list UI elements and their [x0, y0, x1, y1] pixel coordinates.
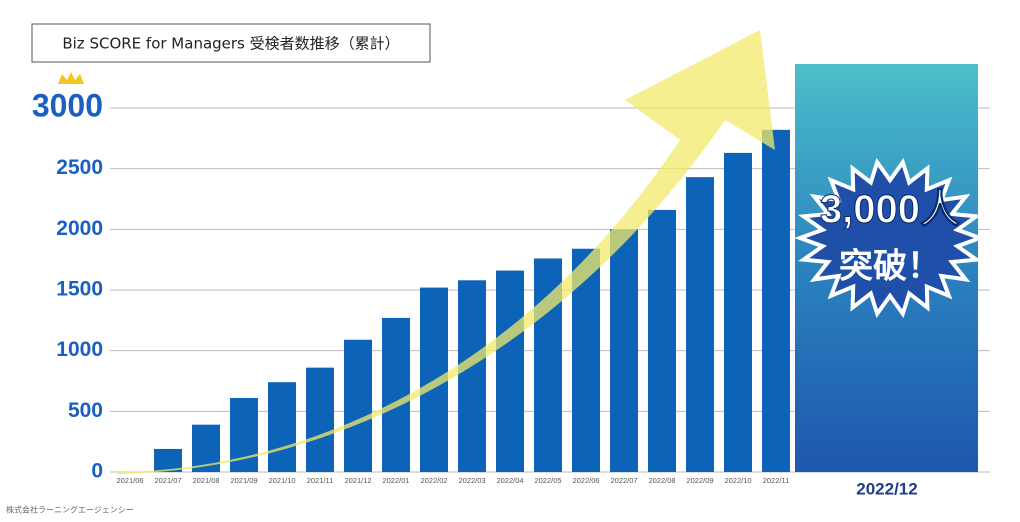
x-tick-label: 2022/05 [534, 476, 561, 485]
bar [458, 280, 486, 472]
footnote: 株式会社ラーニングエージェンシー [6, 505, 134, 515]
bar [762, 129, 790, 472]
y-tick-label: 0 [91, 460, 103, 483]
bar [306, 367, 334, 472]
bar [724, 152, 752, 473]
y-tick-label: 1000 [56, 338, 103, 361]
x-tick-label: 2022/09 [686, 476, 713, 485]
bar [382, 317, 410, 472]
bar [344, 339, 372, 472]
x-tick-label: 2022/04 [496, 476, 523, 485]
starburst [794, 157, 986, 319]
x-tick-label: 2022/12 [856, 479, 917, 498]
x-tick-label: 2021/08 [192, 476, 219, 485]
highlight-note: 突破！ [839, 247, 941, 287]
x-tick-label: 2022/03 [458, 476, 485, 485]
crown-icon [58, 72, 84, 84]
x-tick-label: 2022/07 [610, 476, 637, 485]
bar [686, 177, 714, 472]
bar [496, 270, 524, 472]
x-tick-label: 2021/10 [268, 476, 295, 485]
bar [610, 229, 638, 472]
y-tick-label: 3000 [32, 87, 103, 123]
bar [154, 448, 182, 472]
growth-arrow [118, 30, 775, 474]
highlight-label: 3,000人 [820, 188, 960, 232]
x-tick-label: 2021/07 [154, 476, 181, 485]
x-tick-label: 2022/02 [420, 476, 447, 485]
x-tick-label: 2022/11 [763, 476, 790, 485]
x-tick-label: 2022/06 [572, 476, 599, 485]
x-tick-label: 2022/08 [648, 476, 675, 485]
x-tick-label: 2022/10 [724, 476, 751, 485]
bar [268, 382, 296, 472]
x-tick-label: 2021/06 [116, 476, 143, 485]
bar [648, 209, 676, 473]
x-tick-label: 2021/09 [230, 476, 257, 485]
x-tick-label: 2021/12 [344, 476, 371, 485]
x-tick-label: 2021/11 [307, 476, 334, 485]
y-tick-label: 1500 [56, 278, 103, 301]
x-tick-label: 2022/01 [382, 476, 409, 485]
y-tick-label: 2000 [56, 217, 103, 240]
y-tick-label: 500 [68, 399, 103, 422]
title-box [31, 23, 431, 63]
chart-title: Biz SCORE for Managers 受検者数推移（累計） [62, 35, 399, 53]
y-tick-label: 2500 [56, 156, 103, 179]
